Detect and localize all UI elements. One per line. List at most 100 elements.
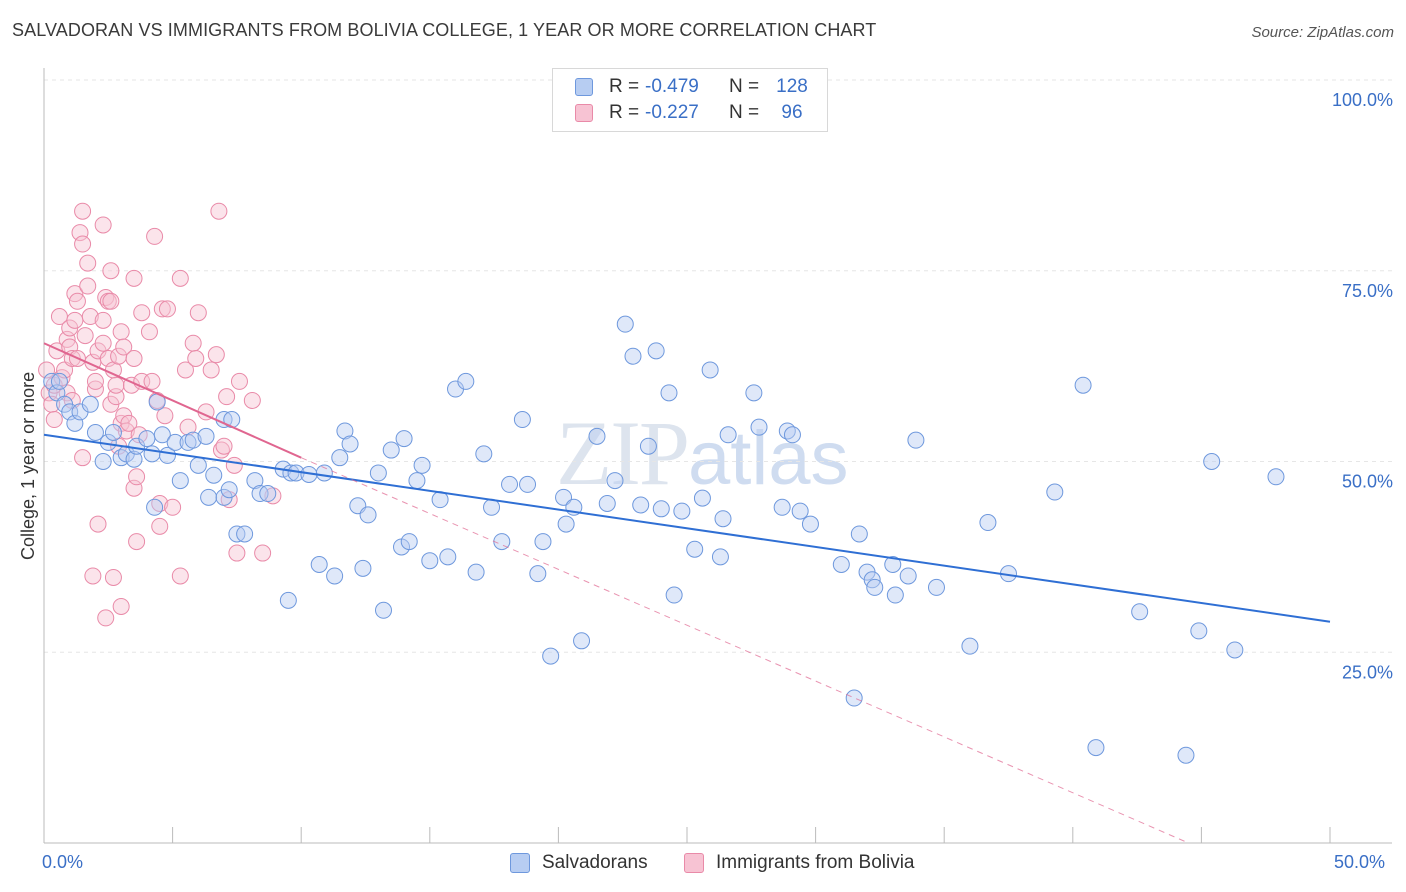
legend-row-bolivia: R = -0.227 N = 96 [575, 100, 817, 126]
correlation-legend: R = -0.479 N = 128 R = -0.227 N = 96 [552, 68, 828, 132]
salvadoran-point [184, 431, 202, 449]
bolivia-point [125, 269, 143, 287]
bolivia-point [218, 388, 236, 406]
salvadoran-point [259, 485, 277, 503]
axes [43, 68, 1392, 844]
salvadoran-point [557, 515, 575, 533]
bolivia-point [151, 517, 169, 535]
salvadoran-point [979, 514, 997, 532]
salvadoran-point [686, 540, 704, 558]
bolivia-point [140, 323, 158, 341]
salvadoran-point [665, 586, 683, 604]
legend-swatch-pink [575, 104, 593, 122]
bolivia-point [94, 334, 112, 352]
salvadoran-point [1267, 468, 1285, 486]
y-tick-label-100: 100.0% [1332, 90, 1393, 110]
legend-label-bolivia: Immigrants from Bolivia [716, 852, 915, 873]
salvadoran-point [369, 464, 387, 482]
salvadoran-point [81, 395, 99, 413]
bolivia-point [146, 227, 164, 245]
salvadoran-point [647, 342, 665, 360]
legend-r-label: R = [609, 102, 640, 123]
bolivia-point [202, 361, 220, 379]
trend-lines [43, 342, 1331, 844]
series-bolivia-points [38, 202, 282, 627]
salvadoran-point [236, 525, 254, 543]
salvadoran-point [439, 548, 457, 566]
bolivia-point [102, 262, 120, 280]
salvadoran-point [513, 411, 531, 429]
salvadoran-point [899, 567, 917, 585]
legend-n-value: 128 [776, 76, 808, 97]
salvadoran-point [1131, 603, 1149, 621]
salvadoran-point [197, 427, 215, 445]
salvadoran-point [94, 453, 112, 470]
bolivia-point [107, 376, 125, 394]
bolivia-point [153, 300, 171, 318]
series-legend: Salvadorans Immigrants from Bolivia [0, 852, 1406, 878]
salvadoran-point [104, 424, 122, 442]
bolivia-point [125, 349, 143, 367]
legend-n-label: N = [729, 76, 760, 97]
salvadoran-point [542, 647, 560, 665]
bolivia-point [254, 544, 272, 562]
bolivia-point [187, 349, 205, 367]
salvadoran-point [866, 578, 884, 596]
series-salvadorans-points [43, 315, 1285, 764]
bolivia-point [115, 338, 133, 356]
source-label: Source: ZipAtlas.com [1251, 24, 1394, 41]
x-tick-label-max: 50.0% [1334, 852, 1386, 872]
salvadoran-point [1177, 746, 1195, 764]
legend-swatch-salvadorans [510, 853, 530, 873]
salvadoran-point [791, 502, 809, 520]
y-tick-label-50: 50.0% [1342, 472, 1393, 492]
bolivia-point [94, 311, 112, 329]
bolivia-point [74, 449, 92, 467]
y-tick-label-75: 75.0% [1342, 281, 1393, 301]
y-axis-label: College, 1 year or more [18, 371, 38, 560]
salvadoran-point [801, 515, 819, 533]
legend-r-label: R = [609, 76, 640, 97]
salvadoran-point [961, 637, 979, 655]
legend-label-salvadorans: Salvadorans [542, 852, 648, 873]
salvadoran-point [336, 422, 354, 440]
salvadoran-point [745, 384, 763, 402]
salvadoran-point [519, 475, 537, 493]
bolivia-point [143, 372, 161, 390]
legend-item-salvadorans[interactable]: Salvadorans [510, 852, 648, 874]
legend-item-bolivia[interactable]: Immigrants from Bolivia [684, 852, 915, 874]
salvadoran-point [1203, 453, 1221, 470]
bolivia-point [45, 411, 63, 429]
salvadoran-point [534, 533, 552, 551]
salvadoran-point [501, 475, 519, 493]
bolivia-point [189, 304, 207, 322]
bolivia-point [133, 304, 151, 322]
salvadoran-point [616, 315, 634, 333]
bolivia-trend-extension [301, 457, 1189, 844]
salvadoran-point [125, 450, 143, 468]
bolivia-point [97, 609, 115, 627]
salvadoran-point [310, 556, 328, 574]
watermark-zip: ZIP [556, 402, 690, 504]
salvadoran-point [171, 472, 189, 490]
bolivia-point [68, 292, 86, 310]
salvadoran-point [375, 601, 393, 619]
salvadoran-point [1226, 641, 1244, 659]
salvadoran-point [850, 525, 868, 543]
x-tick-label-min: 0.0% [42, 852, 84, 872]
salvadoran-point [331, 449, 349, 467]
salvadoran-point [783, 426, 801, 444]
y-tick-labels: 100.0% 75.0% 50.0% 25.0% [1332, 90, 1393, 682]
bolivia-point [164, 498, 182, 516]
salvadoran-point [750, 418, 768, 436]
bolivia-point [112, 597, 130, 615]
salvadoran-point [143, 445, 161, 463]
salvadoran-point [189, 456, 207, 474]
salvadoran-point [598, 494, 616, 512]
salvadoran-point [166, 433, 184, 451]
bolivia-point [171, 567, 189, 585]
y-tick-label-25: 25.0% [1342, 662, 1393, 682]
legend-n-label: N = [729, 102, 760, 123]
salvadoran-point [138, 430, 156, 448]
bolivia-point [184, 334, 202, 352]
